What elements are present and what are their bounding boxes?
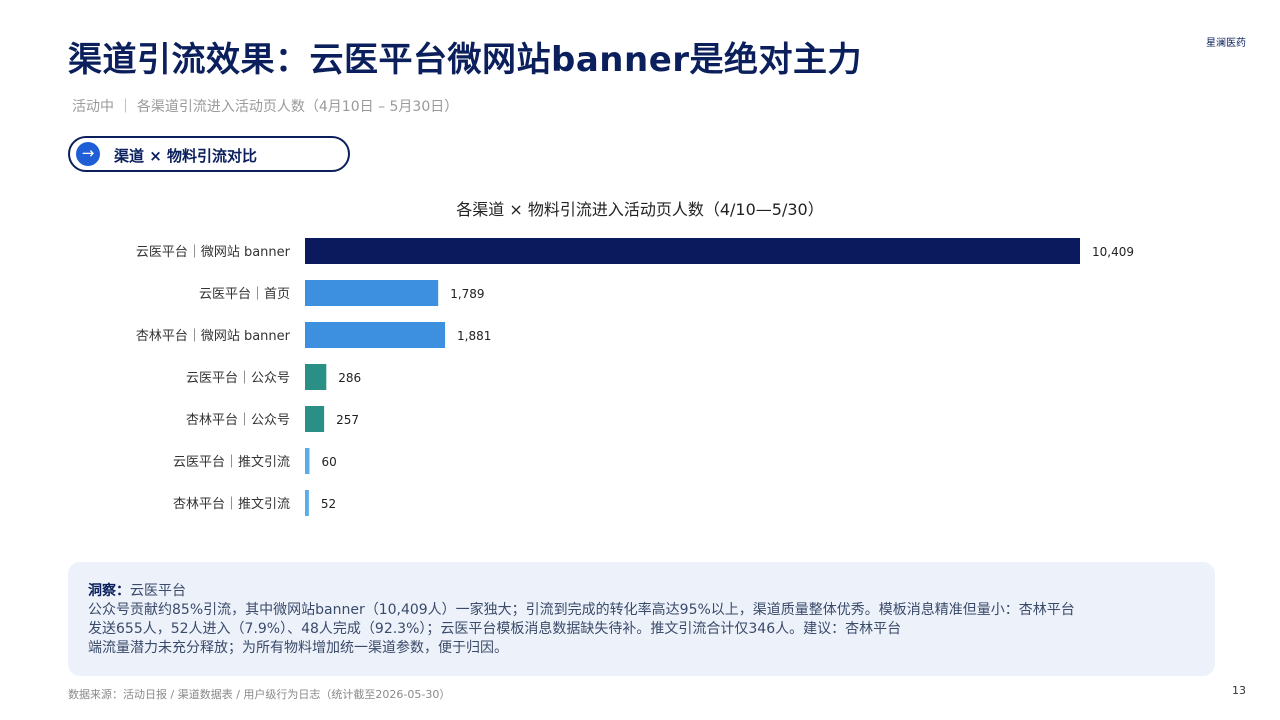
insight-text-2: 发送655人，52人进入（7.9%）、48人完成（92.3%）；云医平台模板消息… xyxy=(88,621,902,637)
channel-bar-chart: 各渠道 × 物料引流进入活动页人数（4/10—5/30） 云医平台｜微网站 ba… xyxy=(0,186,1280,536)
bar xyxy=(305,238,1080,264)
bar-value-label: 52 xyxy=(321,497,336,511)
bar-category-label: 云医平台｜首页 xyxy=(199,287,290,302)
chart-plot: 云医平台｜微网站 banner 10,409 云医平台｜首页 1,789 杏林平台｜微网… xyxy=(136,238,1134,516)
section-tag-label: 渠道 × 物料引流对比 xyxy=(114,147,258,165)
bar-category-label: 云医平台｜微网站 banner xyxy=(136,245,291,260)
bar xyxy=(305,322,446,348)
insight-head-suffix: 云医平台 xyxy=(130,583,186,599)
bar-value-label: 286 xyxy=(338,371,361,385)
insight-text-1: 公众号贡献约85%引流，其中微网站banner（10,409人）一家独大；引流到… xyxy=(88,602,1075,618)
insight-head: 洞察： xyxy=(88,583,130,599)
bar-category-label: 杏林平台｜微网站 banner xyxy=(136,329,291,344)
bar xyxy=(305,406,325,432)
bar-category-label: 杏林平台｜公众号 xyxy=(186,413,290,428)
bar xyxy=(305,280,439,306)
bar xyxy=(305,448,310,474)
bar-category-label: 云医平台｜推文引流 xyxy=(173,455,290,470)
bar-value-label: 257 xyxy=(336,413,359,427)
chart-title: 各渠道 × 物料引流进入活动页人数（4/10—5/30） xyxy=(456,200,824,219)
bar-value-label: 1,881 xyxy=(457,329,491,343)
bar-value-label: 10,409 xyxy=(1092,245,1134,259)
bar-category-label: 云医平台｜公众号 xyxy=(186,371,290,386)
insight-line-1: 洞察：云医平台 xyxy=(88,582,1195,601)
page-subtitle: 活动中 ｜ 各渠道引流进入活动页人数（4月10日 – 5月30日） xyxy=(72,99,459,115)
bar xyxy=(305,364,327,390)
arrow-right-icon: → xyxy=(76,142,100,166)
bar-category-label: 杏林平台｜推文引流 xyxy=(173,497,290,512)
brand-label: 星澜医药 xyxy=(1206,38,1246,49)
bar-value-label: 60 xyxy=(321,455,336,469)
bar xyxy=(305,490,309,516)
page-number: 13 xyxy=(1232,684,1246,697)
page-title: 渠道引流效果：云医平台微网站banner是绝对主力 xyxy=(68,40,863,80)
bar-value-label: 1,789 xyxy=(450,287,484,301)
insight-box: 洞察：云医平台 公众号贡献约85%引流，其中微网站banner（10,409人）… xyxy=(68,562,1215,676)
insight-text-3: 端流量潜力未充分释放；为所有物料增加统一渠道参数，便于归因。 xyxy=(88,640,508,656)
data-source: 数据来源：活动日报 / 渠道数据表 / 用户级行为日志（统计截至2026-05-… xyxy=(68,688,451,701)
section-tag: → 渠道 × 物料引流对比 xyxy=(68,136,350,172)
